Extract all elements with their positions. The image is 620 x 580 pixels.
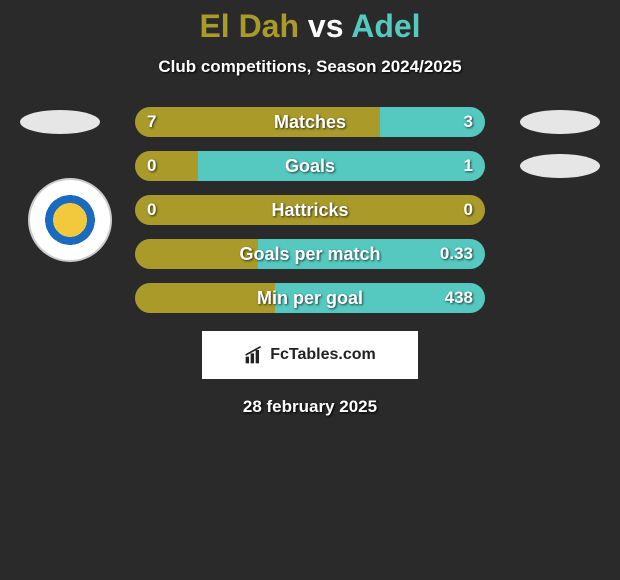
stat-bar: Goals0 1: [135, 151, 485, 181]
page-title: El Dah vs Adel: [0, 8, 620, 45]
stat-value-right: 1: [464, 151, 473, 181]
bar-chart-icon: [244, 345, 264, 365]
stat-label: Min per goal: [135, 283, 485, 313]
stat-label: Goals: [135, 151, 485, 181]
stat-label: Hattricks: [135, 195, 485, 225]
stat-bar: Min per goal438: [135, 283, 485, 313]
attribution-badge: FcTables.com: [202, 331, 418, 379]
stat-row: Min per goal438: [0, 283, 620, 313]
stat-value-left: 0: [147, 151, 156, 181]
title-right-name: Adel: [351, 8, 420, 44]
title-vs: vs: [308, 8, 344, 44]
club-crest-icon: [28, 178, 112, 262]
stat-value-right: 438: [445, 283, 473, 313]
stat-label: Matches: [135, 107, 485, 137]
player-marker-left: [20, 110, 100, 134]
stat-bar: Goals per match0.33: [135, 239, 485, 269]
stat-row: Matches7 3: [0, 107, 620, 137]
player-marker-right: [520, 154, 600, 178]
stat-bar: Matches7 3: [135, 107, 485, 137]
stat-value-left: 0: [147, 195, 156, 225]
player-marker-right: [520, 110, 600, 134]
stat-bar: Hattricks0 0: [135, 195, 485, 225]
stat-value-left: 7: [147, 107, 156, 137]
subtitle: Club competitions, Season 2024/2025: [0, 57, 620, 77]
stat-value-right: 0.33: [440, 239, 473, 269]
comparison-widget: El Dah vs Adel Club competitions, Season…: [0, 0, 620, 417]
title-left-name: El Dah: [199, 8, 299, 44]
attribution-text: FcTables.com: [270, 346, 376, 364]
stat-value-right: 3: [464, 107, 473, 137]
stat-value-right: 0: [464, 195, 473, 225]
stat-label: Goals per match: [135, 239, 485, 269]
stat-row: Goals0 1: [0, 151, 620, 181]
date-text: 28 february 2025: [0, 397, 620, 417]
